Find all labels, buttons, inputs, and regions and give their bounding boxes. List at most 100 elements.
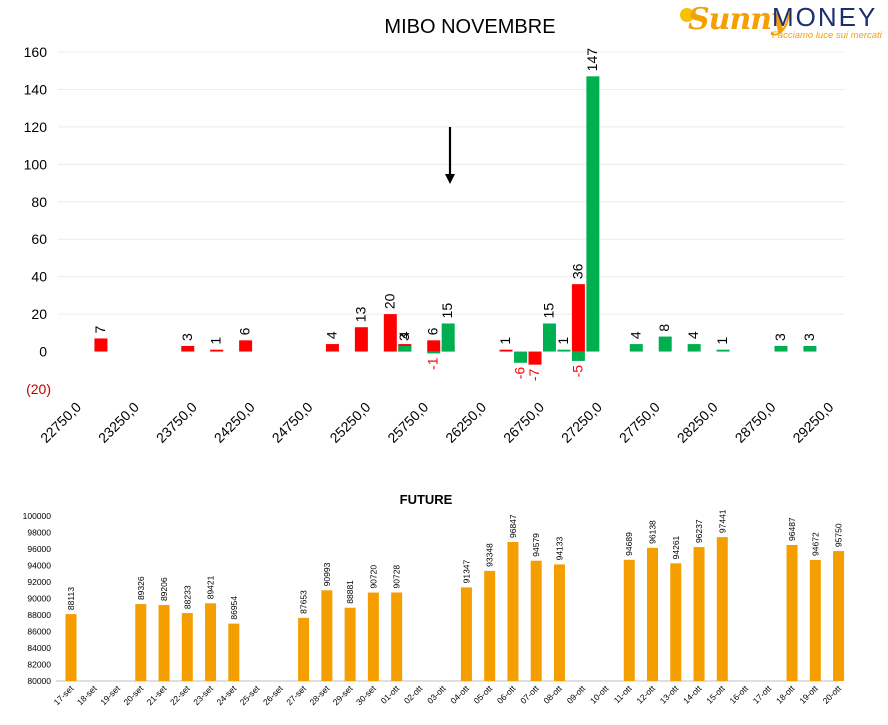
x-tick-label: 03-ott <box>425 683 448 706</box>
x-tick-label: 12-ott <box>634 683 657 706</box>
bar <box>158 605 170 681</box>
bar <box>441 323 455 352</box>
data-label: 6 <box>425 327 441 335</box>
x-tick-label: 18-ott <box>774 683 797 706</box>
bar <box>484 570 496 681</box>
y-tick-label: 90000 <box>27 594 51 604</box>
x-tick-label: 10-ott <box>588 683 611 706</box>
x-tick-label: 01-ott <box>379 683 402 706</box>
bar <box>298 617 310 681</box>
data-label: 94133 <box>554 536 564 560</box>
data-label: 89326 <box>136 576 146 600</box>
x-tick-label: 27-set <box>284 683 308 707</box>
data-label: 1 <box>555 337 571 345</box>
data-label: -1 <box>425 357 441 370</box>
y-tick-label: 0 <box>39 344 47 360</box>
bar <box>181 345 195 352</box>
data-label: 1 <box>497 337 513 345</box>
x-tick-label: 11-ott <box>612 683 634 705</box>
y-tick-label: 80000 <box>27 676 51 686</box>
data-label: 4 <box>396 331 412 339</box>
bar <box>647 547 658 681</box>
data-label: 13 <box>352 306 368 322</box>
bar <box>367 592 379 681</box>
y-tick-label: 84000 <box>27 643 51 653</box>
bar <box>774 345 788 352</box>
bar <box>239 340 253 352</box>
x-tick-label: 15-ott <box>704 683 727 706</box>
bar <box>687 344 701 352</box>
bar <box>542 323 556 352</box>
y-tick-label: 60 <box>31 231 47 247</box>
bar <box>228 623 240 681</box>
x-tick-label: 13-ott <box>658 683 681 706</box>
data-label: 4 <box>323 331 339 339</box>
y-tick-label: 100 <box>24 156 48 172</box>
data-label: 15 <box>439 303 455 319</box>
bar <box>716 537 728 681</box>
y-tick-label: 88000 <box>27 610 51 620</box>
bar <box>623 559 635 681</box>
x-tick-label: 27250,0 <box>558 399 605 446</box>
data-label: 3 <box>772 333 788 341</box>
data-label: 96138 <box>648 520 658 544</box>
future-chart: FUTURE 80000 82000 84000 86000 88000 90000 9200… <box>23 492 845 707</box>
data-label: 4 <box>627 331 643 339</box>
y-tick-label: 94000 <box>27 561 51 571</box>
data-label: 147 <box>584 48 600 72</box>
chart-title: MIBO NOVEMBRE <box>384 16 555 38</box>
x-tick-label: 28-set <box>307 683 331 707</box>
y-tick-label: 120 <box>24 119 48 135</box>
data-label: 15 <box>540 303 556 319</box>
x-tick-label: 22750,0 <box>37 399 84 446</box>
logo-brand-a: Sunny <box>688 2 789 37</box>
x-tick-label: 25-set <box>238 683 262 707</box>
logo-tagline: Facciamo luce sui mercati <box>772 30 882 41</box>
bar <box>809 559 821 681</box>
x-tick-label: 23250,0 <box>95 399 142 446</box>
bar <box>205 603 217 681</box>
mibo-chart: MIBO NOVEMBRE(20)02040608010012014016022… <box>24 16 845 446</box>
bar <box>181 613 193 681</box>
bar <box>571 284 585 352</box>
x-tick-label: 28250,0 <box>674 399 721 446</box>
data-label: 3 <box>396 333 412 341</box>
data-label: 1 <box>714 337 730 345</box>
data-label: 1 <box>208 337 224 345</box>
bar <box>94 338 108 352</box>
bar <box>833 551 845 681</box>
bar <box>530 560 542 681</box>
data-label: 8 <box>656 324 672 332</box>
data-label: 86954 <box>229 596 239 620</box>
data-label: 94672 <box>810 532 820 556</box>
bar <box>716 349 730 352</box>
x-tick-label: 29250,0 <box>789 399 836 446</box>
y-tick-label: 96000 <box>27 544 51 554</box>
data-label: 87653 <box>299 590 309 614</box>
data-label: 36 <box>569 263 585 279</box>
y-tick-label: 82000 <box>27 660 51 670</box>
bar <box>391 592 403 681</box>
data-label: 88113 <box>66 587 76 610</box>
data-label: -5 <box>569 365 585 378</box>
logo-brand-b: MONEY <box>772 2 878 32</box>
data-label: 90720 <box>368 565 378 589</box>
x-tick-label: 17-set <box>52 683 76 707</box>
x-tick-label: 27750,0 <box>616 399 663 446</box>
bar <box>210 349 224 352</box>
x-tick-label: 19-ott <box>797 683 820 706</box>
x-tick-label: 18-set <box>75 683 99 707</box>
x-tick-label: 26-set <box>261 683 285 707</box>
x-tick-label: 25250,0 <box>326 399 373 446</box>
x-tick-label: 07-ott <box>518 683 541 706</box>
x-tick-label: 29-set <box>331 683 355 707</box>
data-label: 3 <box>801 333 817 341</box>
bar <box>321 590 333 681</box>
x-tick-label: 24250,0 <box>211 399 258 446</box>
data-label: 3 <box>179 333 195 341</box>
x-tick-label: 20-ott <box>821 683 844 706</box>
data-label: 95750 <box>834 523 844 547</box>
bar <box>507 542 519 681</box>
data-label: 94689 <box>624 532 634 556</box>
bar <box>325 344 339 352</box>
